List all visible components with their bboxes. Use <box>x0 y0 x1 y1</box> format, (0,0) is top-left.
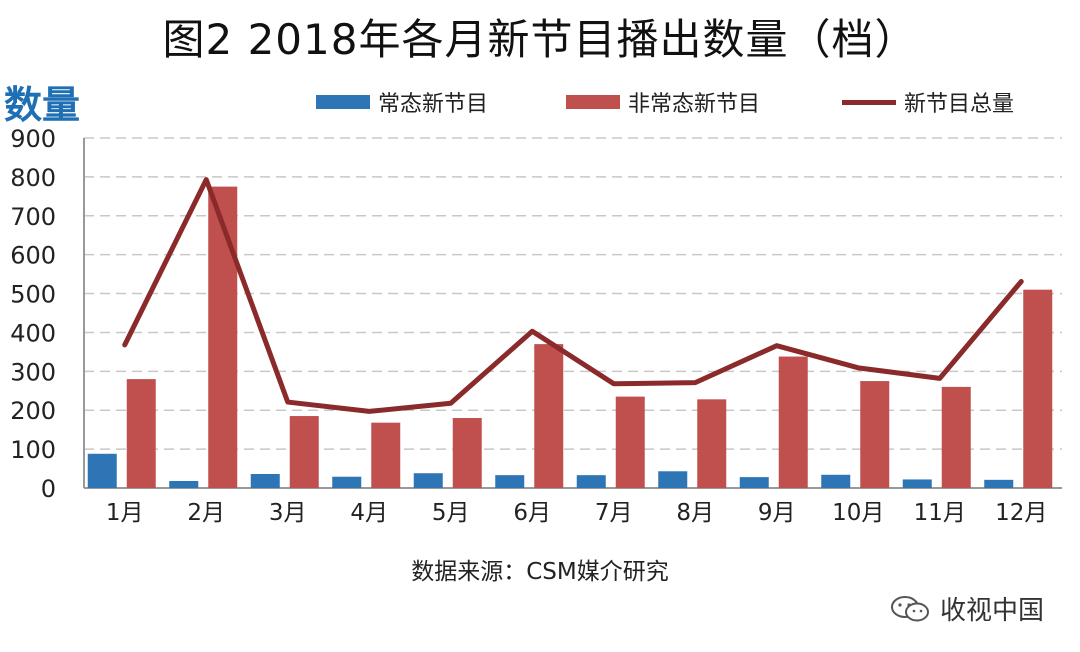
legend: 常态新节目 非常态新节目 新节目总量 <box>0 86 1080 120</box>
bar-irregular <box>208 186 238 488</box>
y-tick-label: 100 <box>10 436 56 464</box>
y-tick-label: 0 <box>41 475 56 503</box>
y-tick-label: 800 <box>10 164 56 192</box>
x-tick-label: 4月 <box>350 500 388 526</box>
y-axis-unit-label: 数量 <box>4 83 81 127</box>
legend-swatch-total <box>842 99 896 105</box>
y-tick-label: 600 <box>10 242 56 270</box>
x-tick-label: 1月 <box>106 500 144 526</box>
bar-regular <box>332 476 362 488</box>
watermark-text: 收视中国 <box>939 596 1044 626</box>
x-tick-label: 12月 <box>995 500 1047 526</box>
bar-irregular <box>1023 289 1053 488</box>
legend-item-total: 新节目总量 <box>842 86 1014 118</box>
bar-irregular <box>941 386 971 488</box>
bar-irregular <box>289 416 319 488</box>
legend-item-irregular: 非常态新节目 <box>566 86 760 118</box>
x-tick-label: 2月 <box>187 500 225 526</box>
bar-irregular <box>615 396 645 488</box>
legend-swatch-irregular <box>566 95 620 109</box>
legend-swatch-regular <box>316 95 370 109</box>
x-tick-label: 9月 <box>758 500 796 526</box>
y-tick-label: 200 <box>10 397 56 425</box>
series-line-total <box>122 177 1024 414</box>
x-tick-label: 7月 <box>595 500 633 526</box>
x-tick-label: 8月 <box>676 500 714 526</box>
bar-irregular <box>697 399 727 488</box>
x-tick-label: 10月 <box>832 500 884 526</box>
y-tick-label: 400 <box>10 319 56 347</box>
bar-regular <box>87 453 117 488</box>
bar-regular <box>576 475 606 488</box>
bar-irregular <box>452 418 482 488</box>
y-tick-label: 900 <box>10 125 56 153</box>
bar-regular <box>413 473 443 488</box>
bar-irregular <box>534 344 564 488</box>
y-tick-label: 500 <box>10 281 56 309</box>
bar-regular <box>984 479 1014 488</box>
x-tick-label: 3月 <box>269 500 307 526</box>
bar-regular <box>739 477 769 488</box>
legend-label-total: 新节目总量 <box>904 92 1015 117</box>
watermark: 收视中国 <box>890 590 1044 627</box>
x-tick-label: 5月 <box>432 500 470 526</box>
bar-irregular <box>126 379 156 488</box>
bar-regular <box>658 471 688 488</box>
x-tick-label: 6月 <box>513 500 551 526</box>
y-tick-label: 700 <box>10 203 56 231</box>
bar-irregular <box>860 381 890 488</box>
data-source-note: 数据来源：CSM媒介研究 <box>411 559 669 585</box>
legend-label-regular: 常态新节目 <box>378 92 489 117</box>
bar-regular <box>821 474 851 488</box>
legend-item-regular: 常态新节目 <box>316 86 488 118</box>
wechat-icon <box>890 595 929 621</box>
bar-regular <box>250 474 280 488</box>
x-tick-label: 11月 <box>914 500 966 526</box>
bar-irregular <box>371 422 401 488</box>
bar-regular <box>902 479 932 488</box>
bar-regular <box>169 481 199 488</box>
bar-regular <box>495 475 525 488</box>
y-tick-label: 300 <box>10 358 56 386</box>
legend-label-irregular: 非常态新节目 <box>628 92 761 117</box>
chart-title: 图2 2018年各月新节目播出数量（档） <box>162 15 918 64</box>
bar-irregular <box>778 356 808 488</box>
